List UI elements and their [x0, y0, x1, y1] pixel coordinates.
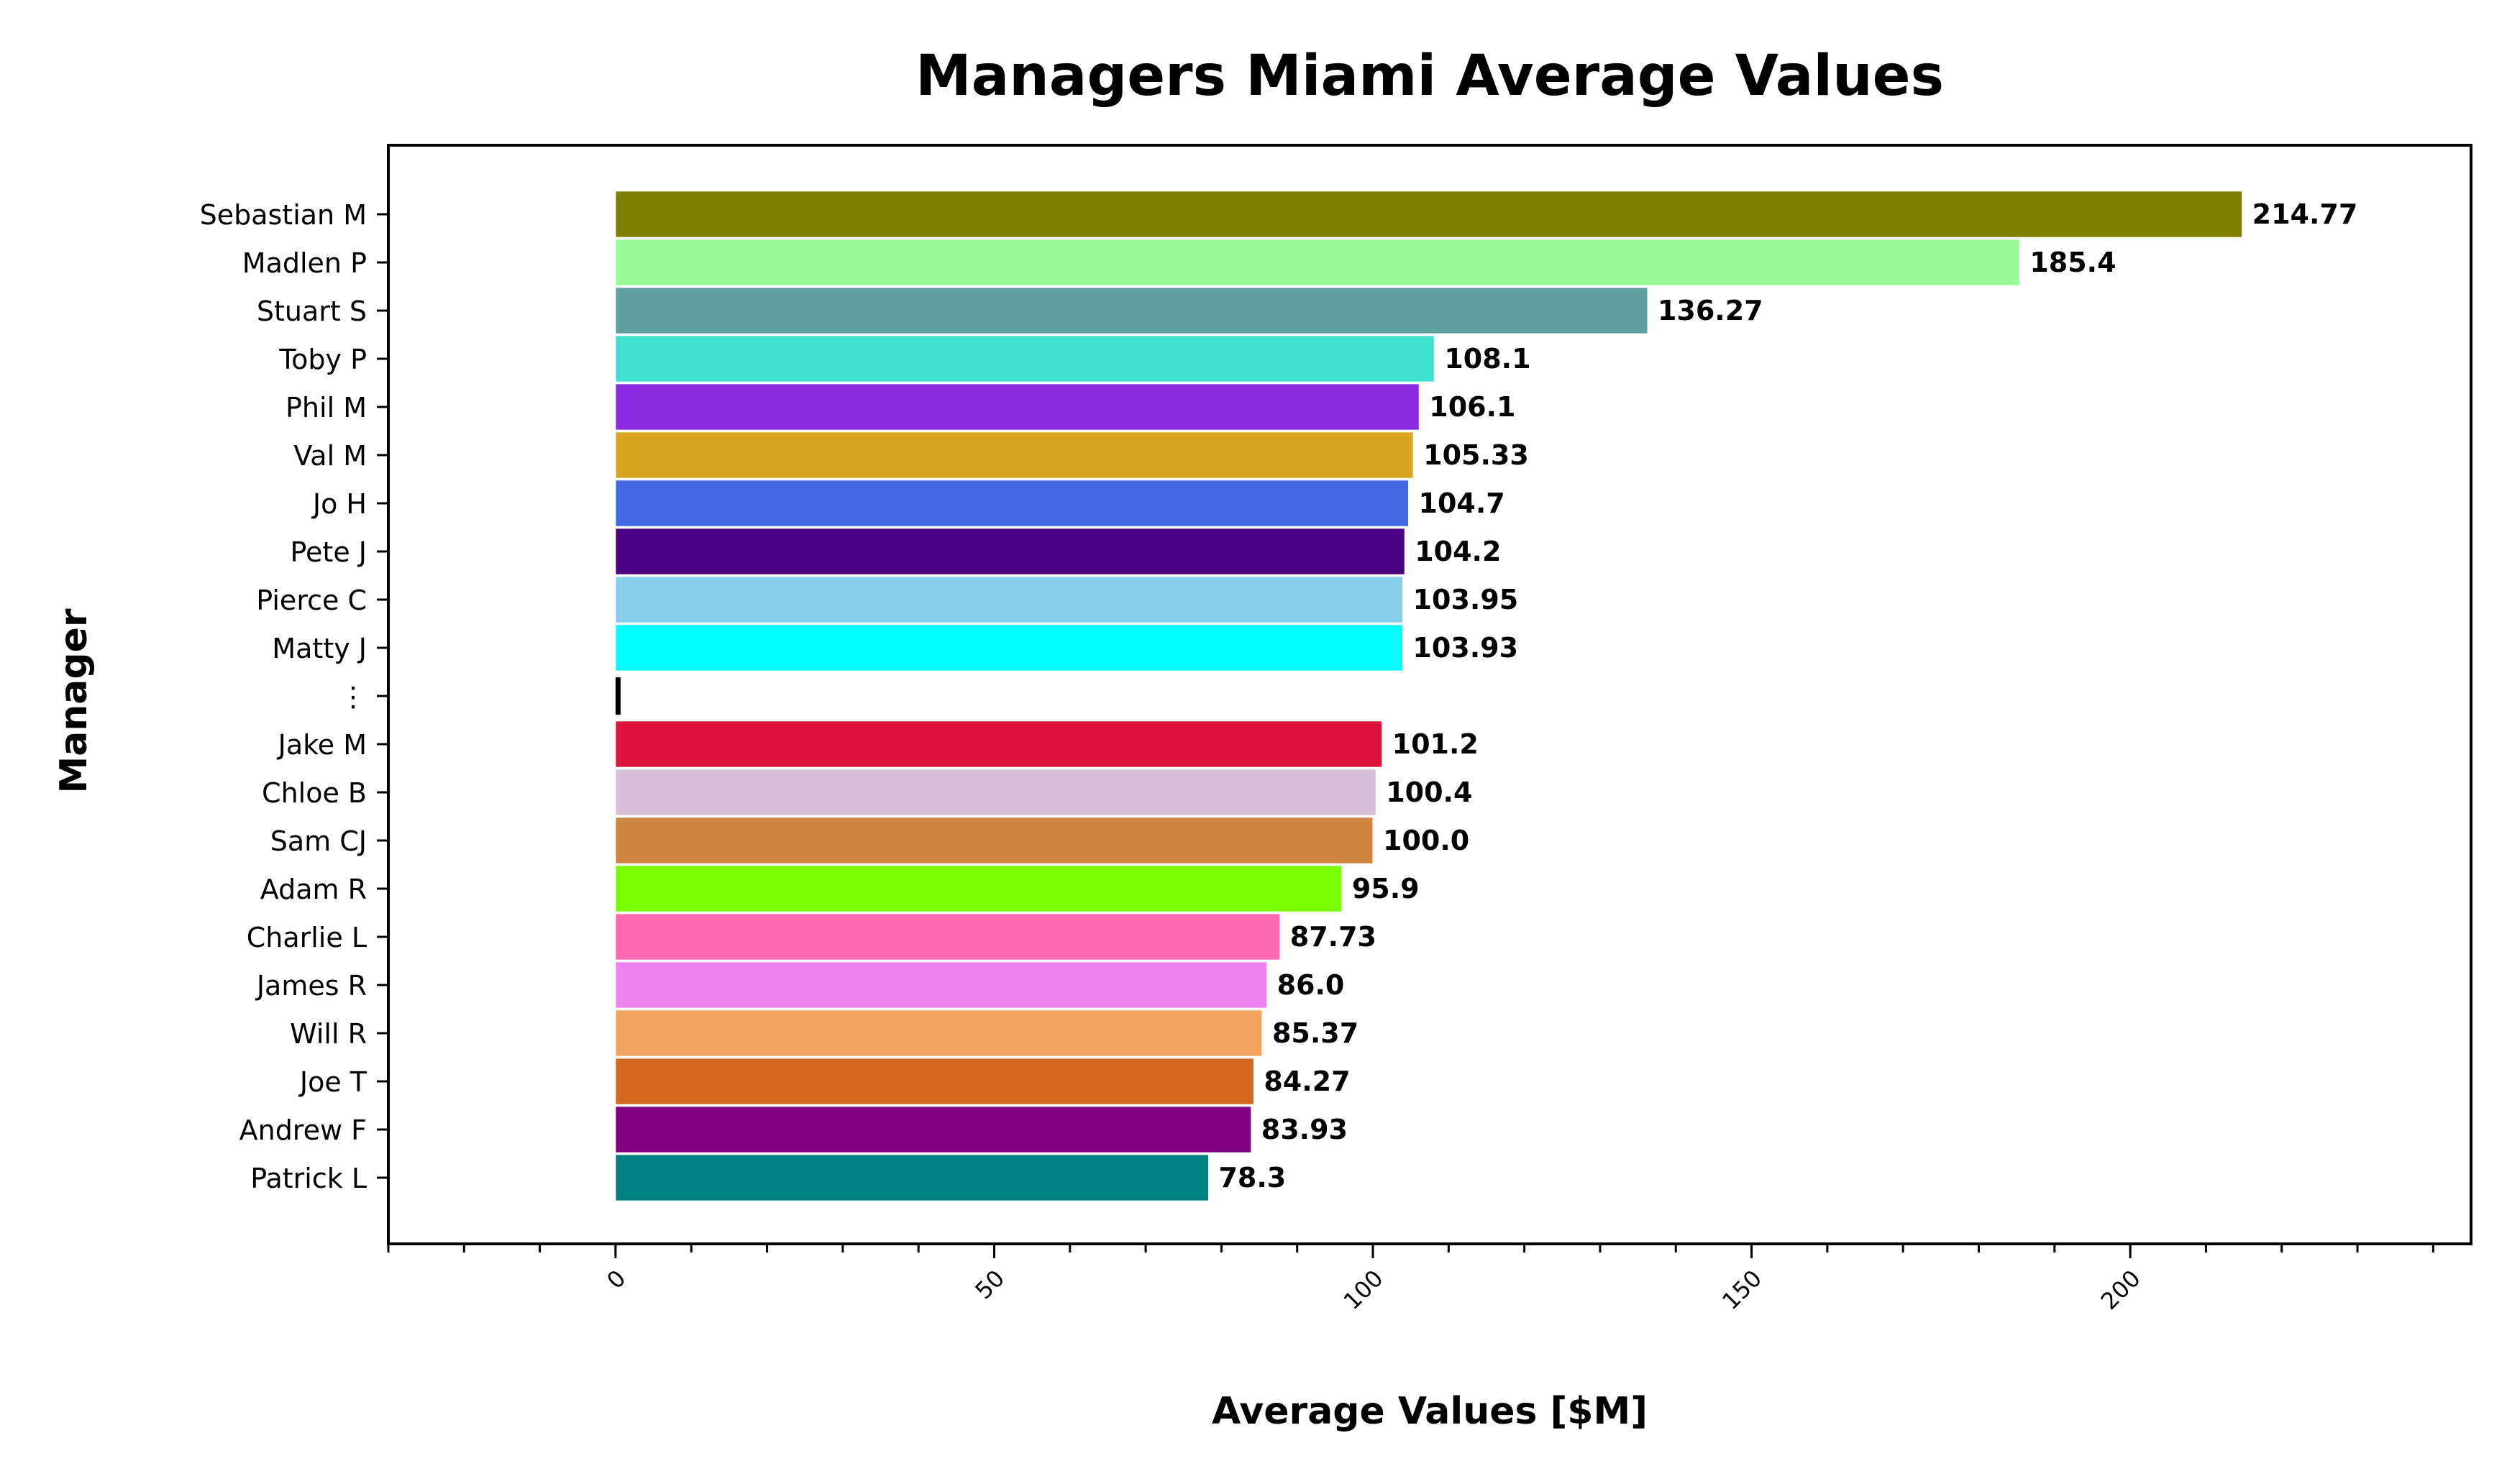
value-label: 78.3 [1218, 1162, 1286, 1194]
value-label: 185.4 [2029, 247, 2116, 278]
bar [615, 865, 1343, 912]
bar [615, 287, 1648, 334]
value-label: 84.27 [1264, 1066, 1350, 1097]
y-tick-label: Val M [293, 440, 367, 472]
value-label: 85.37 [1272, 1017, 1358, 1049]
y-tick-label: Joe T [298, 1066, 367, 1098]
value-label: 136.27 [1658, 295, 1763, 326]
value-label: 106.1 [1429, 391, 1515, 423]
y-tick-label: Chloe B [262, 777, 367, 809]
y-tick-label: Patrick L [250, 1163, 367, 1194]
bar [615, 1009, 1263, 1057]
bar [615, 624, 1403, 672]
bar [615, 528, 1405, 575]
bar [615, 480, 1410, 527]
y-tick-label: Toby P [278, 344, 367, 375]
bar [615, 335, 1435, 383]
value-label: 87.73 [1290, 921, 1376, 953]
y-axis-label: Manager [52, 608, 96, 793]
bar [615, 817, 1374, 864]
y-tick-label: Sam CJ [270, 825, 367, 857]
y-tick-label: Jake M [277, 729, 367, 761]
bar [615, 431, 1414, 479]
y-tick-label: Stuart S [257, 296, 367, 327]
value-label: 100.4 [1386, 777, 1472, 808]
value-label: 105.33 [1423, 439, 1529, 471]
value-label: 86.0 [1277, 969, 1345, 1001]
value-label: 103.93 [1412, 632, 1518, 664]
x-axis-label: Average Values [$M] [1212, 1390, 1648, 1433]
bar [615, 769, 1376, 816]
bar [615, 961, 1268, 1009]
y-tick-label: Pierce C [256, 585, 367, 616]
plot-frame [387, 144, 2472, 1245]
y-tick-label: Will R [290, 1018, 367, 1050]
value-label: 108.1 [1444, 343, 1530, 375]
value-label: 104.2 [1415, 536, 1501, 567]
y-tick-label: Andrew F [239, 1114, 367, 1146]
value-label: 95.9 [1352, 873, 1420, 904]
value-label: 83.93 [1261, 1114, 1348, 1145]
value-label: 104.7 [1419, 487, 1505, 519]
y-tick-label: Sebastian M [200, 199, 367, 231]
bar [615, 1058, 1254, 1105]
y-tick-label: Adam R [260, 874, 367, 905]
y-tick-label: Phil M [286, 392, 367, 423]
y-tick-label: Jo H [311, 488, 367, 520]
ellipsis-marker [615, 677, 621, 715]
value-label: 101.2 [1392, 728, 1479, 760]
y-tick-label: Charlie L [247, 922, 367, 953]
value-label: 100.0 [1383, 825, 1469, 856]
bar [615, 191, 2243, 238]
bar [615, 720, 1383, 768]
chart-title: Managers Miami Average Values [915, 44, 1944, 109]
bars-layer: 214.77 185.4 136.27 108.1 106.1 105.33 104.7 10… [615, 191, 2358, 1201]
bar [615, 1106, 1252, 1153]
y-tick-label: ⋮ [339, 681, 367, 713]
bar [615, 913, 1281, 961]
bar [615, 383, 1420, 431]
y-tick-label: Matty J [272, 633, 367, 664]
bar [615, 239, 2020, 286]
bar [615, 576, 1404, 623]
value-label: 214.77 [2252, 198, 2358, 230]
y-tick-label: Pete J [290, 536, 367, 568]
bar [615, 1154, 1209, 1201]
y-tick-label: James R [255, 970, 367, 1002]
value-label: 103.95 [1413, 584, 1519, 615]
y-tick-label: Madlen P [242, 247, 367, 279]
